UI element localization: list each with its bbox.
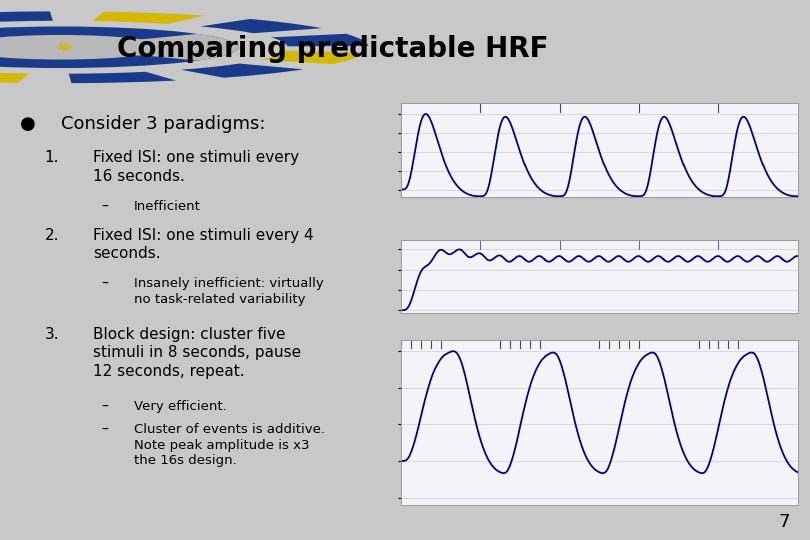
Text: Very efficient.: Very efficient. xyxy=(134,400,227,413)
Text: 2.: 2. xyxy=(45,228,59,242)
Text: Block design: cluster five
stimuli in 8 seconds, pause
12 seconds, repeat.: Block design: cluster five stimuli in 8 … xyxy=(93,327,301,379)
Wedge shape xyxy=(261,51,365,64)
Wedge shape xyxy=(200,19,322,33)
Text: –: – xyxy=(101,400,108,414)
Wedge shape xyxy=(0,11,53,23)
Text: ABI: ABI xyxy=(58,43,72,52)
Wedge shape xyxy=(69,72,176,83)
Text: Comparing predictable HRF: Comparing predictable HRF xyxy=(117,35,549,63)
Text: Fixed ISI: one stimuli every
16 seconds.: Fixed ISI: one stimuli every 16 seconds. xyxy=(93,150,299,184)
Text: 1.: 1. xyxy=(45,150,59,165)
Wedge shape xyxy=(92,12,205,24)
Text: –: – xyxy=(101,200,108,214)
Circle shape xyxy=(0,35,166,59)
Text: Consider 3 paradigms:: Consider 3 paradigms: xyxy=(61,114,265,132)
Circle shape xyxy=(0,26,239,68)
Wedge shape xyxy=(0,71,29,83)
Text: Insanely inefficient: virtually
no task-related variability: Insanely inefficient: virtually no task-… xyxy=(134,277,323,306)
Wedge shape xyxy=(181,64,303,78)
Text: 3.: 3. xyxy=(45,327,59,342)
Text: ●: ● xyxy=(20,114,36,132)
Text: 7: 7 xyxy=(778,513,790,531)
Text: Fixed ISI: one stimuli every 4
seconds.: Fixed ISI: one stimuli every 4 seconds. xyxy=(93,228,313,261)
Text: –: – xyxy=(101,277,108,291)
Wedge shape xyxy=(271,34,369,46)
Text: Cluster of events is additive.
Note peak amplitude is x3
the 16s design.: Cluster of events is additive. Note peak… xyxy=(134,423,325,467)
Text: –: – xyxy=(101,423,108,437)
Wedge shape xyxy=(61,34,239,60)
Text: Inefficient: Inefficient xyxy=(134,200,201,213)
